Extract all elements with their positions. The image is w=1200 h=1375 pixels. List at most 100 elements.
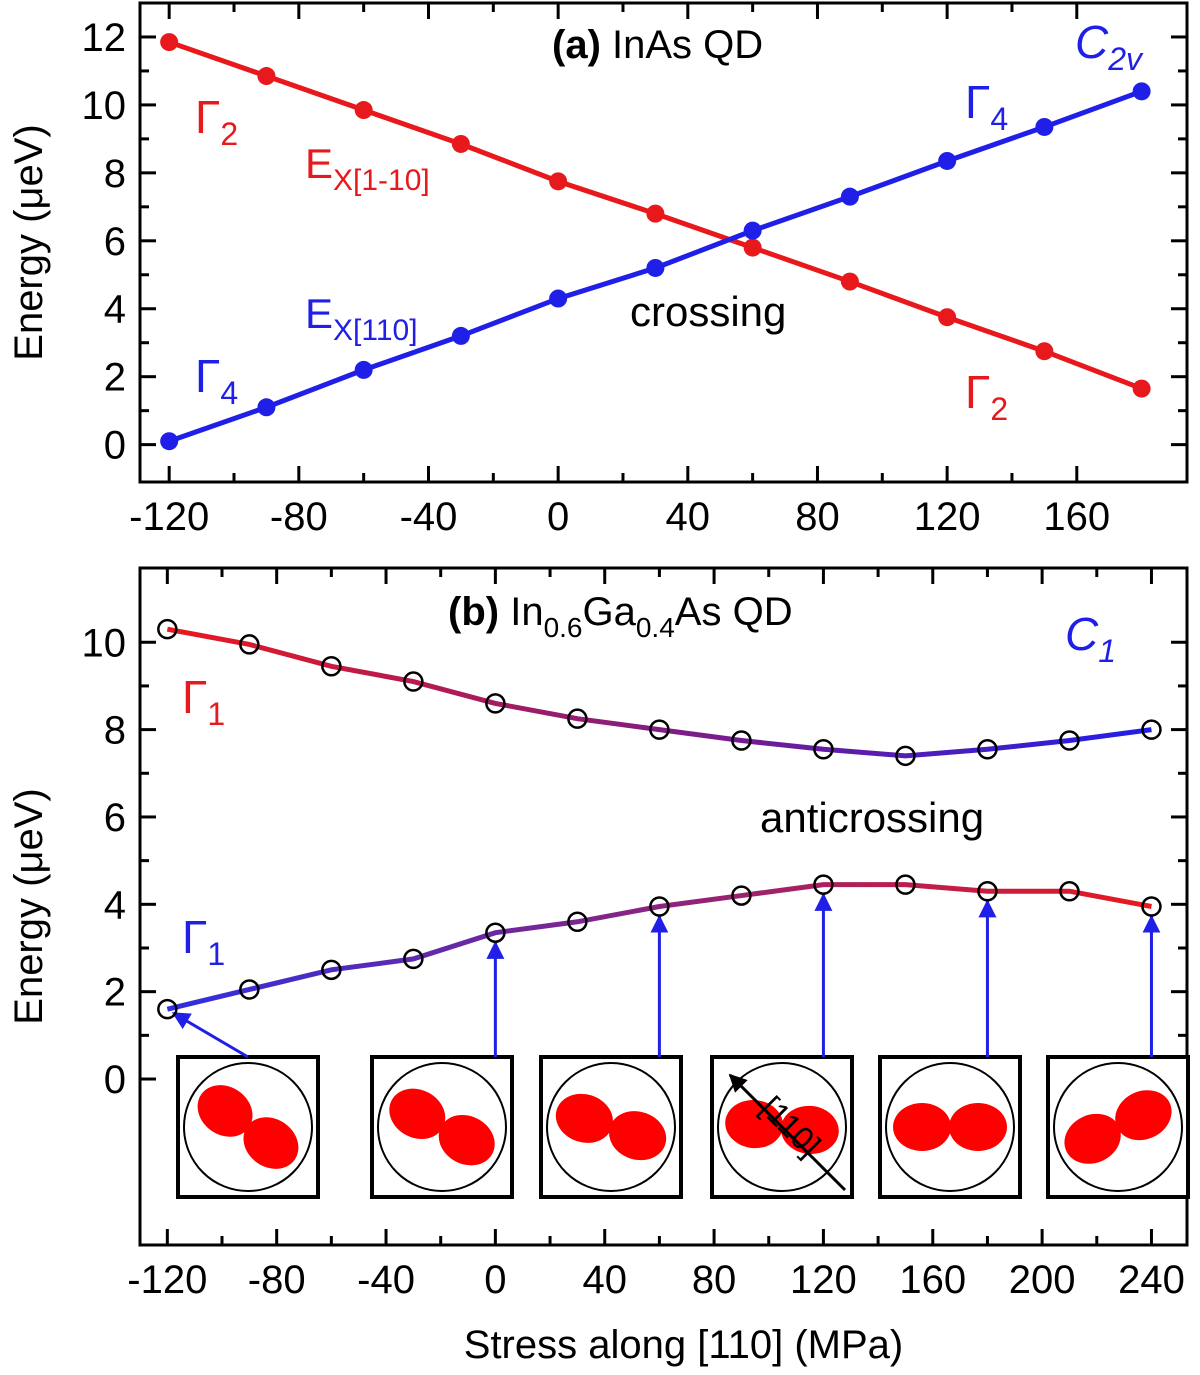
inset-circle xyxy=(1053,1062,1183,1192)
inset xyxy=(176,1055,320,1199)
annotation-subscript: 1 xyxy=(207,936,225,972)
title-subscript: 0.6 xyxy=(544,612,583,643)
y-tick-label: 6 xyxy=(104,220,126,264)
series-line xyxy=(166,882,1152,1012)
annotation-text: Γ xyxy=(965,366,990,418)
annotation: crossing xyxy=(630,288,786,335)
data-point xyxy=(549,289,568,308)
panel-label: (a) xyxy=(552,23,601,67)
polar-lobes xyxy=(389,1088,495,1166)
annotation-subscript: 4 xyxy=(220,375,238,411)
data-point xyxy=(549,172,568,191)
data-point xyxy=(239,634,260,655)
x-tick-label: 80 xyxy=(795,495,840,539)
data-point xyxy=(743,221,762,240)
y-tick-label: 0 xyxy=(104,1058,126,1102)
annotation: Γ4 xyxy=(965,76,1008,137)
data-point xyxy=(813,874,834,895)
plot-frame xyxy=(138,1,1189,484)
title-text: As QD xyxy=(675,590,793,634)
inset-circle xyxy=(183,1062,313,1192)
x-tick-label: 80 xyxy=(692,1258,737,1302)
annotation-subscript: 4 xyxy=(990,101,1008,137)
data-point xyxy=(567,911,588,933)
panel-title: (a) InAs QD xyxy=(552,23,763,67)
series-line xyxy=(166,626,1152,759)
lobe xyxy=(893,1103,951,1151)
data-point xyxy=(895,874,916,895)
lobe xyxy=(1064,1113,1121,1164)
annotation: Γ2 xyxy=(965,366,1008,427)
data-point xyxy=(731,885,752,906)
lobe xyxy=(243,1117,299,1169)
data-point xyxy=(1141,896,1162,917)
data-point xyxy=(403,671,424,692)
inset-circle xyxy=(717,1062,847,1192)
data-point xyxy=(731,730,752,751)
annotation: EX[110] xyxy=(305,290,418,347)
inset-circle xyxy=(885,1062,1015,1192)
data-point xyxy=(743,238,762,257)
data-point xyxy=(567,708,588,729)
x-tick-label: 0 xyxy=(484,1258,506,1302)
data-point xyxy=(938,308,957,327)
x-tick-label: 160 xyxy=(899,1258,966,1302)
y-tick-label: 10 xyxy=(82,84,127,128)
annotation-text: Γ xyxy=(195,91,220,143)
inset xyxy=(1046,1055,1190,1199)
y-tick-label: 8 xyxy=(104,709,126,753)
y-tick-label: 2 xyxy=(104,356,126,400)
annotation-text: Γ xyxy=(965,76,990,128)
lobe xyxy=(555,1093,613,1143)
annotation-text: C xyxy=(1075,16,1109,68)
annotation-text: Γ xyxy=(195,350,220,402)
lobe xyxy=(389,1088,446,1140)
lobe xyxy=(438,1114,495,1166)
y-tick-label: 6 xyxy=(104,796,126,840)
y-axis-label: Energy (μeV) xyxy=(7,788,51,1024)
annotation-text: Γ xyxy=(182,671,207,723)
data-point xyxy=(1059,730,1080,751)
annotation-text: Γ xyxy=(182,911,207,963)
plot-frame xyxy=(138,566,1189,1247)
data-point xyxy=(160,33,179,52)
panel-title: (b) In0.6Ga0.4As QD xyxy=(448,590,793,643)
data-point xyxy=(649,896,670,917)
data-point xyxy=(813,739,834,760)
annotation: Γ2 xyxy=(195,91,238,152)
annotation-subscript: 2 xyxy=(990,391,1008,427)
data-point xyxy=(160,432,179,451)
annotation-text: crossing xyxy=(630,288,786,335)
data-point xyxy=(157,998,178,1020)
annotation-text: anticrossing xyxy=(760,794,984,841)
y-axis-label: Energy (μeV) xyxy=(7,124,51,360)
x-tick-label: 40 xyxy=(582,1258,627,1302)
title-text: In xyxy=(510,590,543,634)
data-point xyxy=(977,880,998,902)
annotation: C1 xyxy=(1065,608,1116,669)
data-point xyxy=(938,151,957,170)
data-point xyxy=(1059,880,1080,902)
annotation: Γ1 xyxy=(182,911,225,972)
annotation: Γ1 xyxy=(182,671,225,732)
data-point xyxy=(649,719,670,740)
inset xyxy=(878,1055,1022,1199)
title-text: Ga xyxy=(583,590,637,634)
data-point xyxy=(1132,379,1151,398)
annotation: Γ4 xyxy=(195,350,238,411)
inset xyxy=(370,1055,514,1199)
axis-arrow xyxy=(728,1073,847,1192)
data-point xyxy=(485,693,506,714)
data-point xyxy=(895,745,916,767)
annotation-subscript: 1 xyxy=(1098,633,1116,669)
y-tick-label: 8 xyxy=(104,152,126,196)
data-point xyxy=(403,948,424,970)
y-tick-label: 4 xyxy=(104,288,126,332)
x-tick-label: -40 xyxy=(400,495,458,539)
x-tick-label: -80 xyxy=(270,495,328,539)
y-tick-label: 0 xyxy=(104,424,126,468)
x-tick-label: 160 xyxy=(1043,495,1110,539)
x-tick-label: -120 xyxy=(129,495,209,539)
x-tick-label: -80 xyxy=(248,1258,306,1302)
